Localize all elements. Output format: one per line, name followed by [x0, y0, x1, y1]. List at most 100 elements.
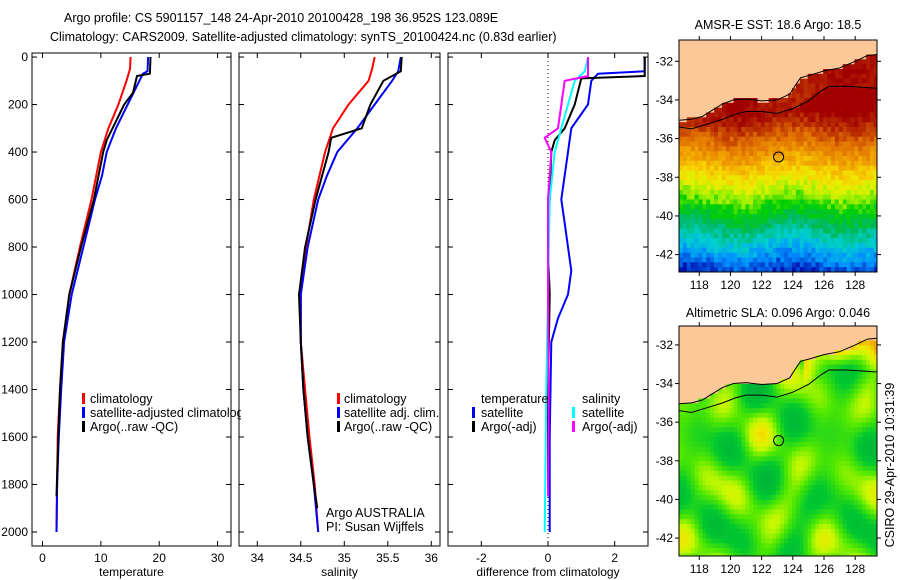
sst-cell: [757, 141, 762, 147]
sst-cell: [842, 194, 848, 201]
sst-cell: [823, 180, 828, 186]
sla-cell: [690, 417, 696, 424]
sla-cell: [694, 543, 700, 549]
sst-cell: [815, 194, 820, 201]
sst-cell: [679, 272, 684, 277]
sst-cell: [760, 257, 766, 263]
sst-cell: [854, 102, 859, 109]
sla-cell: [686, 523, 692, 530]
sla-cell: [870, 451, 875, 457]
sla-cell: [721, 548, 727, 554]
sla-cell: [838, 519, 844, 525]
sla-cell: [858, 509, 863, 515]
sla-cell: [862, 412, 867, 419]
sla-cell: [795, 403, 801, 409]
sst-cell: [862, 59, 867, 65]
sst-cell: [799, 209, 805, 215]
sla-cell: [807, 427, 813, 433]
sla-cell: [873, 509, 877, 515]
sla-cell: [784, 408, 789, 414]
sst-cell: [873, 204, 877, 210]
sla-cell: [815, 403, 820, 409]
sst-cell: [706, 117, 711, 123]
sla-cell: [768, 509, 774, 515]
sst-cell: [862, 64, 867, 70]
sla-cell: [737, 509, 742, 515]
sst-cell: [874, 272, 879, 277]
lon-tick-label: 118: [690, 562, 709, 576]
sla-cell: [807, 519, 813, 525]
sst-cell: [776, 209, 781, 215]
sst-cell: [870, 78, 875, 85]
sst-cell: [749, 151, 754, 157]
sst-cell: [792, 247, 797, 254]
sst-cell: [866, 170, 871, 176]
sst-cell: [799, 247, 805, 254]
sla-cell: [858, 485, 863, 491]
sla-cell: [831, 519, 836, 525]
sst-cell: [690, 204, 696, 210]
sla-cell: [834, 485, 840, 491]
sst-cell: [698, 146, 703, 152]
sst-cell: [772, 107, 777, 114]
sla-cell: [780, 403, 785, 409]
sla-cell: [807, 475, 813, 482]
sst-cell: [725, 218, 731, 225]
sst-cell: [823, 78, 828, 85]
sst-cell: [741, 151, 746, 157]
sla-cell: [862, 490, 867, 496]
sla-cell: [784, 475, 789, 482]
sst-cell: [873, 127, 877, 133]
sst-cell: [780, 160, 785, 167]
sst-cell: [780, 141, 785, 147]
sla-cell: [870, 398, 875, 404]
sst-cell: [838, 136, 844, 143]
sla-cell: [823, 461, 828, 467]
sla-cell: [862, 369, 867, 375]
sst-cell: [745, 218, 750, 225]
sst-cell: [819, 83, 824, 89]
sla-cell: [749, 466, 754, 472]
sst-cell: [846, 228, 852, 234]
sla-cell: [764, 437, 770, 443]
sla-cell: [714, 538, 719, 544]
sst-cell: [749, 156, 754, 162]
sla-cell: [799, 446, 805, 453]
lat-tick-label: -42: [656, 531, 674, 545]
sla-cell: [753, 403, 758, 409]
sla-cell: [714, 514, 719, 520]
sla-cell: [819, 523, 824, 530]
sla-cell: [873, 441, 877, 448]
sla-cell: [737, 403, 742, 409]
sst-cell: [741, 262, 746, 268]
sst-cell: [834, 102, 840, 109]
sst-cell: [815, 204, 820, 210]
sla-cell: [780, 495, 785, 501]
sst-cell: [718, 247, 723, 254]
sst-cell: [803, 199, 809, 205]
sst-cell: [846, 141, 852, 147]
sst-cell: [718, 243, 723, 249]
sla-cell: [846, 437, 852, 443]
sla-cell: [842, 548, 848, 554]
sla-cell: [745, 456, 750, 462]
sst-cell: [803, 238, 809, 244]
sla-cell: [846, 359, 852, 366]
sla-cell: [772, 432, 777, 438]
sst-cell: [842, 257, 848, 263]
sst-cell: [854, 146, 859, 152]
sla-cell: [862, 379, 867, 385]
sst-cell: [792, 122, 797, 128]
sst-cell: [698, 214, 703, 220]
sst-cell: [846, 180, 852, 186]
y-tick-label: 1800: [1, 477, 28, 491]
sla-cell: [834, 369, 840, 375]
sla-cell: [710, 466, 715, 472]
sst-cell: [741, 146, 746, 152]
sla-cell: [714, 417, 719, 424]
sst-cell: [682, 180, 688, 186]
sla-cell: [788, 403, 793, 409]
sst-cell: [827, 252, 832, 259]
sst-cell: [788, 209, 793, 215]
sla-cell: [718, 461, 723, 467]
